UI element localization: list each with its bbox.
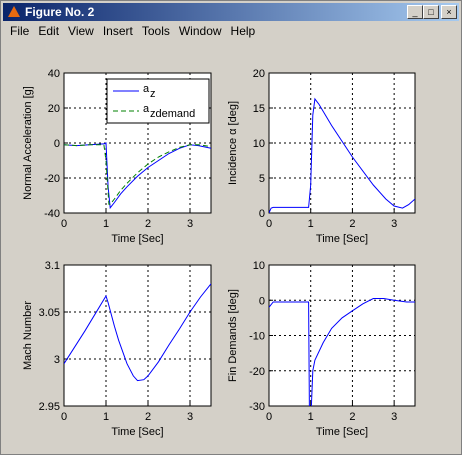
x-tick-label: 0	[61, 411, 67, 423]
menu-item[interactable]: Window	[178, 24, 222, 38]
menu-bar: File Edit View Insert Tools Window Help	[1, 24, 255, 42]
x-axis-label: Time [Sec]	[316, 233, 368, 245]
data-line	[269, 97, 415, 213]
y-tick-label: 5	[259, 173, 265, 185]
subplot: 0 1 2 3 -40 -20 0 20 40 Time [Sec] Normal Accelera…	[22, 68, 212, 245]
y-tick-label: 15	[253, 103, 265, 115]
legend-label: a	[143, 83, 150, 95]
y-tick-label: 10	[253, 260, 265, 272]
plot-area	[63, 264, 212, 407]
y-axis-label: Normal Acceleration [g]	[22, 86, 34, 200]
data-line	[269, 298, 415, 406]
menu-item[interactable]: Help	[230, 24, 256, 38]
x-tick-label: 2	[349, 411, 355, 423]
data-line	[64, 283, 211, 382]
maximize-button[interactable]: □	[423, 5, 439, 19]
x-tick-label: 1	[308, 411, 314, 423]
menu-item[interactable]: Insert	[102, 24, 133, 38]
y-tick-label: -20	[44, 173, 60, 185]
legend-box	[106, 78, 210, 124]
x-tick-label: 3	[391, 411, 397, 423]
y-axis-label: Fin Demands [deg]	[227, 289, 239, 382]
menu-item[interactable]: Edit	[38, 24, 60, 38]
menu-item[interactable]: File	[10, 24, 30, 38]
x-tick-label: 1	[103, 411, 109, 423]
window-title: Figure No. 2	[25, 5, 95, 19]
y-tick-label: -40	[44, 208, 60, 220]
minimize-button[interactable]: _	[407, 5, 423, 19]
y-axis-label: Incidence α [deg]	[227, 101, 239, 185]
menu-item[interactable]: Tools	[141, 24, 170, 38]
x-tick-label: 0	[266, 218, 272, 230]
legend-label: a	[143, 103, 150, 115]
y-tick-label: -10	[249, 331, 265, 343]
x-axis-label: Time [Sec]	[111, 426, 163, 438]
y-tick-label: -20	[249, 366, 265, 378]
y-tick-label: 0	[259, 208, 265, 220]
x-tick-label: 2	[349, 218, 355, 230]
x-tick-label: 3	[187, 411, 193, 423]
subplot: 0 1 2 3 0 5 10 15 20 Time [Sec] Incidence α [deg]	[227, 68, 416, 245]
y-tick-label: 3	[54, 354, 60, 366]
title-bar: Figure No. 2 _ □ ×	[3, 3, 459, 21]
x-axis-label: Time [Sec]	[316, 426, 368, 438]
y-tick-label: 0	[259, 295, 265, 307]
x-tick-label: 2	[145, 218, 151, 230]
y-tick-label: 3.05	[39, 307, 60, 319]
data-line	[64, 142, 211, 210]
y-axis-label: Mach Number	[22, 301, 34, 370]
subplot: 0 1 2 3 2.95 3 3.05 3.1 Time [Sec] Mach Number	[22, 260, 212, 438]
x-tick-label: 1	[308, 218, 314, 230]
y-tick-label: 20	[253, 68, 265, 80]
y-tick-label: 3.1	[45, 260, 60, 272]
x-tick-label: 0	[266, 411, 272, 423]
app-icon	[8, 6, 20, 17]
x-tick-label: 2	[145, 411, 151, 423]
x-tick-label: 3	[391, 218, 397, 230]
legend-subscript: zdemand	[150, 108, 195, 120]
x-tick-label: 1	[103, 218, 109, 230]
y-tick-label: 10	[253, 138, 265, 150]
x-tick-label: 0	[61, 218, 67, 230]
y-tick-label: 40	[48, 68, 60, 80]
x-tick-label: 3	[187, 218, 193, 230]
y-tick-label: 0	[54, 138, 60, 150]
y-tick-label: -30	[249, 401, 265, 413]
menu-item[interactable]: View	[68, 24, 94, 38]
subplot: 0 1 2 3 -30 -20 -10 0 10 Time [Sec] Fin Demands [d…	[227, 260, 416, 438]
data-line	[64, 144, 211, 205]
close-button[interactable]: ×	[441, 5, 457, 19]
x-axis-label: Time [Sec]	[111, 233, 163, 245]
y-tick-label: 2.95	[39, 401, 60, 413]
legend-subscript: z	[150, 88, 156, 100]
y-tick-label: 20	[48, 103, 60, 115]
